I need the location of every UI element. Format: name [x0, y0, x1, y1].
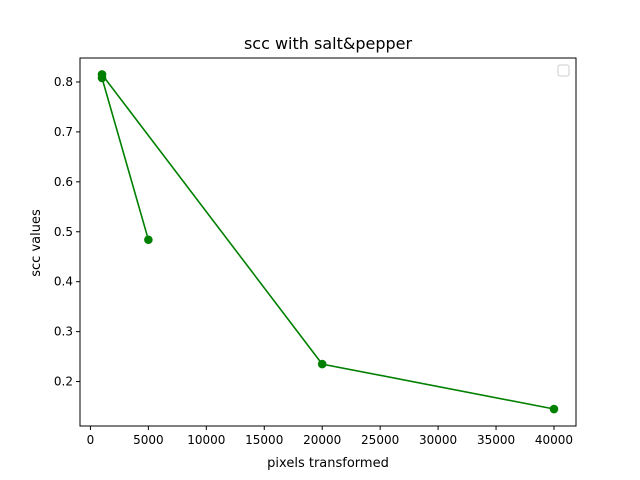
x-tick-label: 20000 — [303, 433, 341, 447]
y-tick-label: 0.8 — [54, 75, 73, 89]
x-tick-label: 30000 — [419, 433, 457, 447]
data-point — [317, 359, 327, 369]
y-tick-label: 0.3 — [54, 325, 73, 339]
y-tick-label: 0.7 — [54, 125, 73, 139]
x-tick-label: 35000 — [477, 433, 515, 447]
legend-box — [557, 64, 570, 77]
data-point — [144, 235, 153, 245]
x-tick-label: 10000 — [187, 433, 225, 447]
plot-frame — [79, 57, 577, 427]
x-axis: 0 5000 10000 15000 20000 25000 30000 35000 40000 — [87, 426, 573, 447]
chart-title: scc with salt&pepper — [244, 34, 413, 53]
y-tick-label: 0.2 — [54, 375, 73, 389]
x-tick-label: 0 — [87, 433, 95, 447]
y-axis-label: scc values — [29, 209, 44, 277]
x-tick-label: 15000 — [245, 433, 283, 447]
x-axis-label: pixels transformed — [267, 456, 389, 471]
plot-area — [79, 57, 577, 427]
x-tick-label: 40000 — [535, 433, 573, 447]
y-tick-label: 0.5 — [54, 225, 73, 239]
data-point — [549, 404, 559, 414]
data-point — [97, 70, 107, 79]
y-tick-label: 0.4 — [54, 275, 73, 289]
x-tick-label: 5000 — [133, 433, 164, 447]
series-layer — [97, 70, 559, 414]
y-tick-label: 0.6 — [54, 175, 73, 189]
y-axis: 0.2 0.3 0.4 0.5 0.6 0.7 0.8 — [54, 75, 80, 389]
x-tick-label: 25000 — [361, 433, 399, 447]
